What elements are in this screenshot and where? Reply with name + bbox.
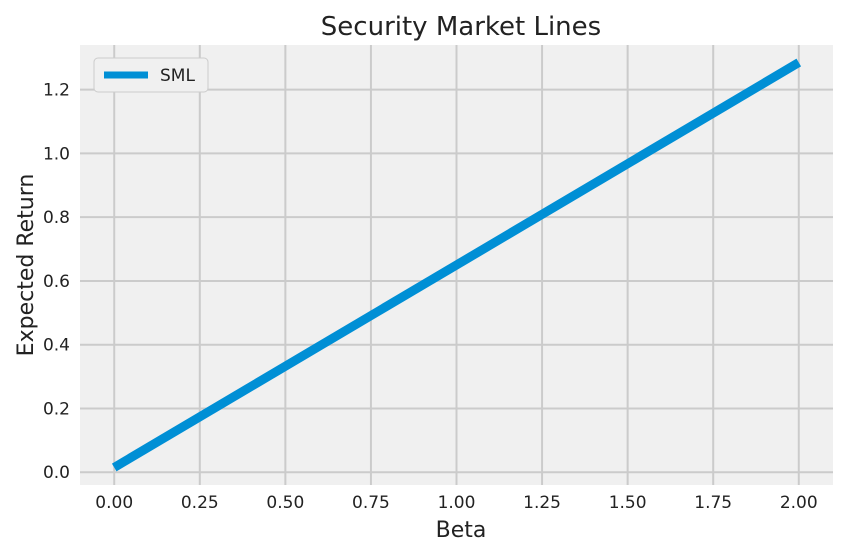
x-tick-label: 0.50 xyxy=(266,493,304,513)
legend-box xyxy=(93,57,209,93)
x-tick-label: 1.50 xyxy=(609,493,647,513)
y-tick-label: 0.2 xyxy=(43,399,70,419)
x-tick-label: 0.25 xyxy=(181,493,219,513)
x-tick-label: 1.75 xyxy=(694,493,732,513)
series-layer xyxy=(111,58,802,472)
x-tick-label: 0.00 xyxy=(95,493,133,513)
y-tick-labels: 0.0 0.2 0.4 0.6 0.8 1.0 1.2 xyxy=(43,81,70,484)
legend-label-sml: SML xyxy=(160,66,195,86)
y-tick-label: 0.8 xyxy=(43,208,70,228)
x-axis-label: Beta xyxy=(436,518,487,543)
x-tick-label: 2.00 xyxy=(780,493,818,513)
chart-title: Security Market Lines xyxy=(321,12,601,42)
x-tick-label: 1.25 xyxy=(523,493,561,513)
y-tick-label: 1.0 xyxy=(43,144,70,164)
x-tick-label: 1.00 xyxy=(438,493,476,513)
y-tick-label: 0.0 xyxy=(43,463,70,483)
x-tick-labels: 0.00 0.25 0.50 0.75 1.00 1.25 1.50 1.75 2.00 xyxy=(95,493,817,513)
y-tick-label: 1.2 xyxy=(43,81,70,101)
series-line-sml xyxy=(111,58,802,472)
y-axis-label: Expected Return xyxy=(14,174,39,357)
y-tick-label: 0.6 xyxy=(43,272,70,292)
x-tick-label: 0.75 xyxy=(352,493,390,513)
legend: SML xyxy=(93,57,209,93)
y-tick-label: 0.4 xyxy=(43,336,70,356)
